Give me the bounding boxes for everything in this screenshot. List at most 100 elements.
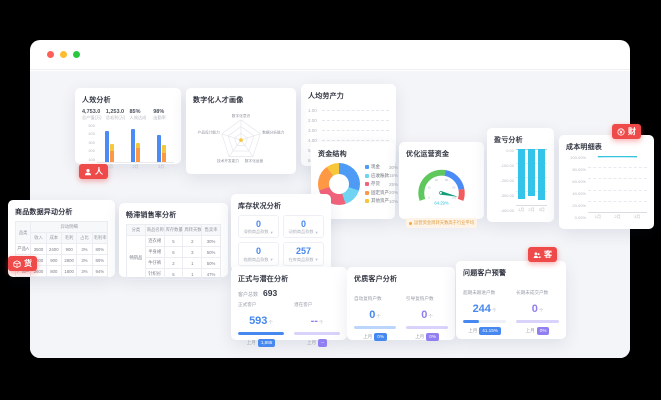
column-header: 周转天数 <box>182 224 203 236</box>
bar-series-1 <box>105 130 110 162</box>
table-cell: 产品A <box>14 243 32 255</box>
card-title: 畅滞销售率分析 <box>126 212 177 219</box>
y-axis: 0.00 -100.00 -200.00 -300.00 -400.00 <box>494 149 516 213</box>
customer-stat-block: 引导复购户数 0个 上月 0% <box>406 296 448 341</box>
card-title: 人效分析 <box>82 97 111 104</box>
y-tick-label: 500 <box>88 123 95 128</box>
gridline <box>588 178 647 180</box>
box-icon <box>13 259 21 268</box>
y-tick-label: 0.00% <box>574 215 586 220</box>
legend-item[interactable]: 存货 25% <box>365 181 398 187</box>
gridline <box>588 200 647 202</box>
table-cell: 牛仔裤 <box>144 257 165 269</box>
column-header: 库存数量 <box>163 224 184 236</box>
x-tick-label: 1月 <box>594 214 601 219</box>
stat-tile-label: 动销商品款数 ▼ <box>286 229 321 235</box>
warning-text: 运营资金周转天数高于行业平均水平 <box>414 220 474 225</box>
table-cell: 2 <box>182 235 203 247</box>
kpi-item: 4,753.0 总产值(万) <box>82 109 103 121</box>
x-tick-label: 3月 <box>158 164 165 169</box>
column-header: 分类 <box>126 224 146 236</box>
kpi-value: 1,253.0 <box>105 109 125 115</box>
column-group-header: 异动明细 <box>30 221 108 233</box>
stat-unit: 个 <box>376 314 381 319</box>
y-tick-label: 100 <box>88 156 95 162</box>
table-cell: 2800 <box>60 254 78 266</box>
total-label: 客户总数 <box>238 292 259 298</box>
stat-caption: 自动复购户数 <box>354 296 382 301</box>
window-minimize-button[interactable] <box>60 51 67 58</box>
stat-block-row: 自动复购户数 0个 上月 0% 引导复购户数 0个 上月 0% <box>354 296 448 341</box>
legend-label: 固定资产 <box>371 189 389 195</box>
customer-stat-block: 长期未成交户数 0个 上月 0% <box>516 290 559 335</box>
previous-period-badge: 0% <box>536 327 550 335</box>
progress-track <box>406 326 448 329</box>
column-header: 售卖率 <box>201 224 221 236</box>
card-title: 正式与潜在分析 <box>238 276 289 283</box>
section-badge-goods: 货 <box>8 256 37 271</box>
table-cell: 3% <box>76 254 93 266</box>
stat-value-row: 593个 <box>238 311 284 329</box>
gauge-chart: 0 20 40 60 80 100 64.29% <box>418 169 465 206</box>
card-talent-radar: 数字化人才画像 数字化意识 数据分析能力 数字化运营 技术开发能力 产品设计能力 <box>186 88 296 174</box>
y-tick-label: 0.00 <box>506 148 514 153</box>
axis-row-label: 3.00 <box>308 127 317 133</box>
dashed-gridline <box>322 139 389 141</box>
table-cell: 2400 <box>45 243 62 255</box>
legend-swatch <box>365 182 369 186</box>
table-cell: 50% <box>201 246 221 258</box>
x-tick-label: 2月 <box>528 207 535 212</box>
kpi-value: 98% <box>153 109 165 115</box>
table-cell: 47% <box>201 268 221 280</box>
gauge-needle <box>440 190 458 197</box>
kpi-label: 总毛利(万) <box>105 115 126 120</box>
stat-value-row: 0个 <box>354 305 396 323</box>
progress-track <box>463 320 506 323</box>
table-cell: 6 <box>163 246 184 258</box>
legend-item[interactable]: 固定资产 20% <box>365 190 398 196</box>
axis-row: 4.00 <box>308 135 389 145</box>
axis-row-label: 1.00 <box>308 107 317 113</box>
person-icon <box>84 168 92 175</box>
bar-segment-orange <box>161 152 166 162</box>
previous-period-label: 上月 <box>306 339 317 345</box>
stat-caption: 超期未跟进户数 <box>463 290 496 295</box>
bar-group <box>97 124 123 162</box>
svg-text:40: 40 <box>435 179 438 182</box>
card-working-capital: 优化运营资金 0 20 40 60 80 100 64.29% 运营资金周转天数… <box>399 142 484 228</box>
legend-item[interactable]: 应收账款 15% <box>365 173 398 179</box>
legend-item[interactable]: 现金 30% <box>365 164 398 170</box>
legend-value: 10% <box>389 198 399 204</box>
line-plot-area <box>588 156 647 213</box>
y-tick-label: 200 <box>88 148 95 154</box>
window-zoom-button[interactable] <box>73 51 80 58</box>
legend-label: 应收账款 <box>371 172 389 178</box>
card-title: 数字化人才画像 <box>193 97 244 104</box>
card-title: 资金结构 <box>318 151 347 158</box>
column-header: 毛利 <box>60 232 78 244</box>
bar-group <box>123 124 149 162</box>
table-cell: 2 <box>163 257 184 269</box>
y-tick-label: 100.00% <box>570 155 586 160</box>
gridline <box>588 167 647 169</box>
stat-value-row: 244个 <box>463 299 506 317</box>
card-inventory-status: 库存状况分析 0 滞销商品款数 ▼ 0 动销商品款数 ▼ 0 临期商品款数 ▼ 257 在库商品款数… <box>231 194 331 271</box>
table-cell: 80% <box>91 254 109 266</box>
table-cell: 5 <box>163 235 184 247</box>
badge-label: 客 <box>544 250 552 259</box>
table-cell: 1800 <box>60 265 78 277</box>
table-cell: 3% <box>76 243 93 255</box>
stat-tile: 257 在库商品款数 ▼ <box>283 242 324 266</box>
table-cell: 针织衫 <box>144 268 165 280</box>
legend-item[interactable]: 其他资产 10% <box>365 198 398 204</box>
svg-text:80: 80 <box>452 186 455 189</box>
bar-cell <box>537 149 547 205</box>
previous-period-row: 上月 1,885 <box>238 339 284 347</box>
x-tick-label: 1月 <box>518 207 525 212</box>
stat-tile-value: 257 <box>295 246 312 257</box>
bar-series-1 <box>131 128 135 162</box>
legend-value: 25% <box>389 181 399 187</box>
kpi-value: 85% <box>129 109 141 115</box>
window-close-button[interactable] <box>47 51 54 58</box>
kpi-item: 1,253.0 总毛利(万) <box>106 109 127 121</box>
